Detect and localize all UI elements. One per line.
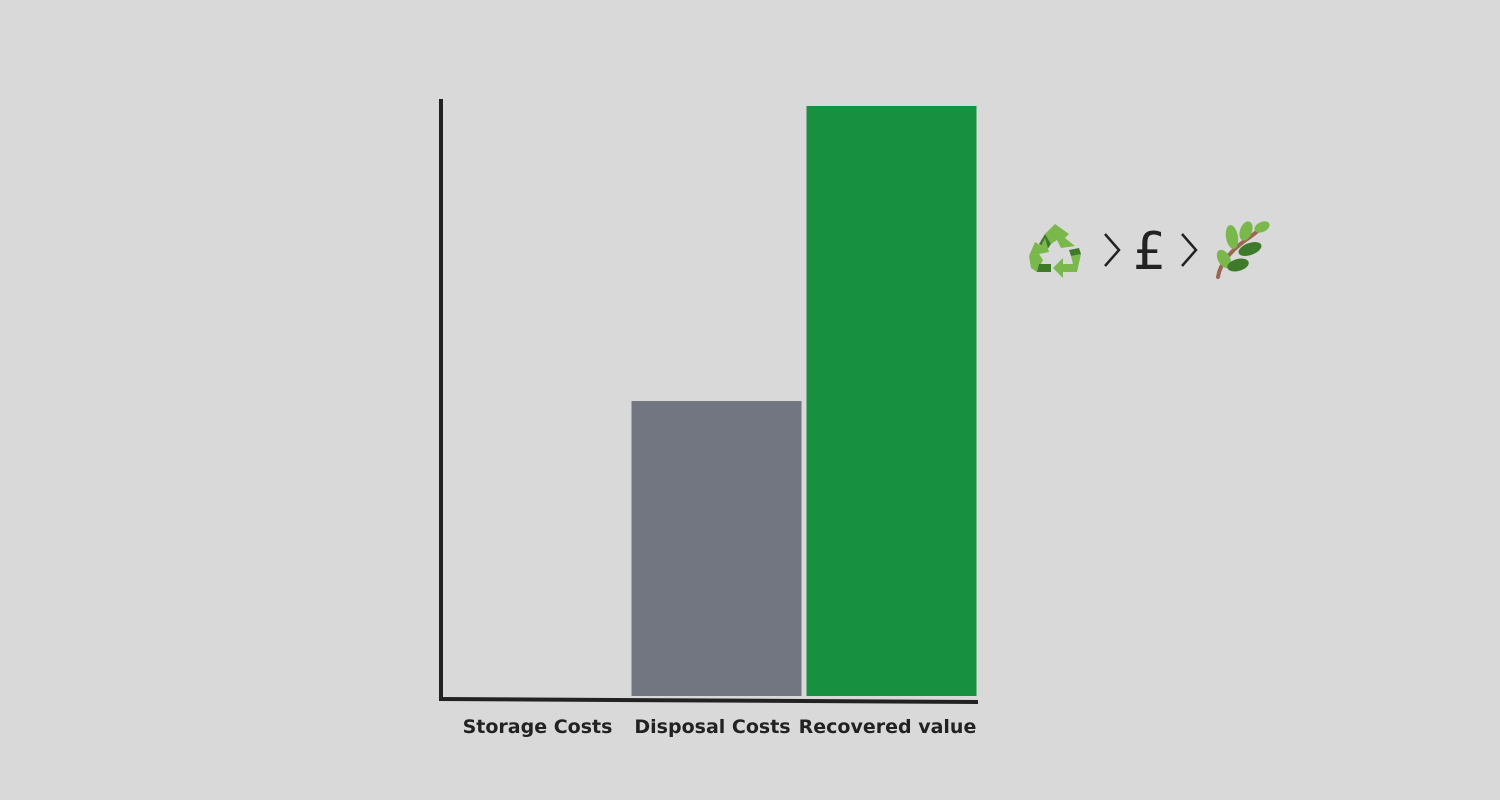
tick-label-storage-costs: Storage Costs bbox=[463, 716, 613, 738]
recycle-to-money-to-growth: £ bbox=[1025, 216, 1270, 284]
chevron-right-icon bbox=[1181, 233, 1198, 267]
bar-recovered-value bbox=[806, 106, 977, 696]
leafy-branch-icon bbox=[1216, 221, 1270, 279]
tick-label-recovered-value: Recovered value bbox=[799, 716, 977, 738]
bars-group bbox=[631, 106, 977, 696]
recycle-icon bbox=[1029, 224, 1081, 278]
x-tick-labels: Storage Costs Disposal Costs Recovered val… bbox=[463, 716, 977, 738]
tick-label-disposal-costs: Disposal Costs bbox=[634, 716, 790, 738]
chevron-right-icon bbox=[1104, 233, 1121, 267]
bar-disposal-costs bbox=[631, 401, 802, 696]
x-axis bbox=[438, 697, 979, 704]
pound-sign: £ bbox=[1133, 222, 1167, 282]
